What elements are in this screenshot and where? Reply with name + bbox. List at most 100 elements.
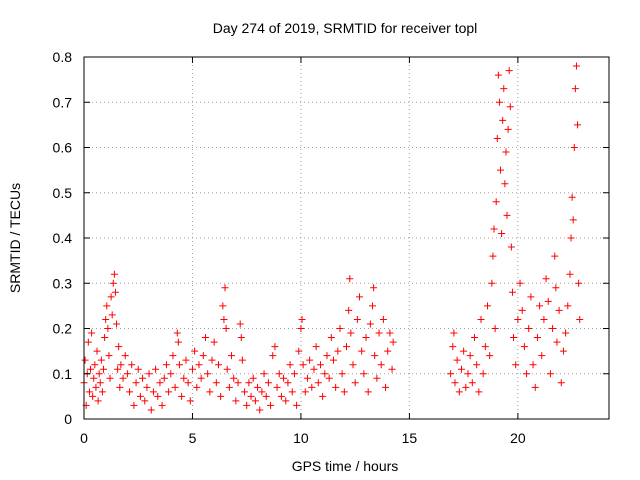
data-point	[336, 325, 344, 332]
data-point	[499, 116, 507, 124]
data-point	[277, 392, 285, 400]
data-point	[106, 374, 114, 382]
data-point	[536, 302, 544, 310]
data-point	[451, 379, 459, 387]
data-point	[267, 401, 275, 409]
data-point	[184, 379, 192, 387]
data-point	[282, 397, 290, 405]
data-point	[492, 198, 500, 206]
data-point	[100, 365, 108, 373]
data-point	[557, 379, 565, 387]
y-tick-label: 0	[64, 411, 72, 427]
data-point	[158, 401, 166, 409]
data-point	[188, 365, 196, 373]
data-point	[195, 361, 203, 369]
data-point	[162, 361, 170, 369]
data-point	[576, 315, 584, 323]
data-point	[332, 383, 340, 391]
data-point	[520, 343, 528, 351]
data-point	[479, 370, 487, 378]
data-point	[329, 356, 337, 364]
data-point	[362, 334, 370, 342]
data-point	[88, 329, 96, 337]
data-point	[206, 388, 214, 396]
data-point	[379, 315, 387, 323]
data-point	[495, 98, 503, 106]
data-point	[464, 370, 472, 378]
data-point	[260, 370, 268, 378]
data-point	[201, 334, 209, 342]
data-point	[119, 374, 127, 382]
data-point	[490, 225, 498, 233]
data-point	[208, 356, 216, 364]
data-point	[314, 379, 322, 387]
data-point	[217, 392, 225, 400]
data-point	[147, 406, 155, 414]
y-axis-label: SRMTID / TECUs	[7, 183, 23, 293]
data-point	[345, 306, 353, 314]
data-point	[546, 370, 554, 378]
data-point	[562, 329, 570, 337]
data-point	[105, 352, 113, 360]
data-point	[388, 365, 396, 373]
data-point	[93, 347, 101, 355]
data-point	[533, 334, 541, 342]
data-point	[527, 293, 535, 301]
chart-title: Day 274 of 2019, SRMTID for receiver top…	[213, 20, 478, 36]
data-point	[160, 374, 168, 382]
y-tick-label: 0.2	[53, 321, 73, 337]
data-point	[369, 302, 377, 310]
data-point	[243, 401, 251, 409]
data-point	[204, 370, 212, 378]
data-point	[552, 284, 560, 292]
y-tick-label: 0.1	[53, 366, 73, 382]
data-point	[549, 325, 557, 332]
data-points	[80, 62, 584, 414]
data-point	[518, 306, 526, 314]
data-point	[114, 365, 122, 373]
x-tick-label: 0	[80, 430, 88, 446]
data-point	[139, 374, 147, 382]
data-point	[503, 211, 511, 219]
x-axis-label: GPS time / hours	[292, 458, 399, 474]
data-point	[87, 365, 95, 373]
data-point	[220, 315, 228, 323]
data-point	[90, 374, 98, 382]
data-point	[102, 315, 110, 323]
data-point	[347, 329, 355, 337]
data-point	[316, 361, 324, 369]
data-point	[319, 392, 327, 400]
data-point	[178, 392, 186, 400]
data-point	[366, 320, 374, 328]
data-point	[108, 311, 116, 319]
data-point	[286, 361, 294, 369]
data-point	[498, 229, 506, 237]
data-point	[475, 388, 483, 396]
data-point	[117, 361, 125, 369]
data-point	[308, 383, 316, 391]
data-point	[116, 383, 124, 391]
data-point	[245, 379, 253, 387]
data-point	[225, 383, 233, 391]
data-point	[512, 361, 520, 369]
data-point	[507, 243, 515, 251]
data-point	[449, 343, 457, 351]
y-tick-label: 0.8	[53, 49, 73, 65]
data-point	[215, 361, 223, 369]
data-point	[110, 270, 118, 278]
data-point	[193, 383, 201, 391]
data-point	[123, 370, 131, 378]
data-point	[141, 397, 149, 405]
data-point	[544, 297, 552, 305]
data-point	[95, 370, 103, 378]
data-point	[115, 343, 123, 351]
data-point	[228, 352, 236, 360]
data-point	[491, 325, 499, 332]
data-point	[525, 325, 533, 332]
data-point	[136, 392, 144, 400]
x-tick-label: 10	[293, 430, 309, 446]
data-point	[484, 302, 492, 310]
data-point	[101, 334, 109, 342]
data-point	[107, 293, 115, 301]
